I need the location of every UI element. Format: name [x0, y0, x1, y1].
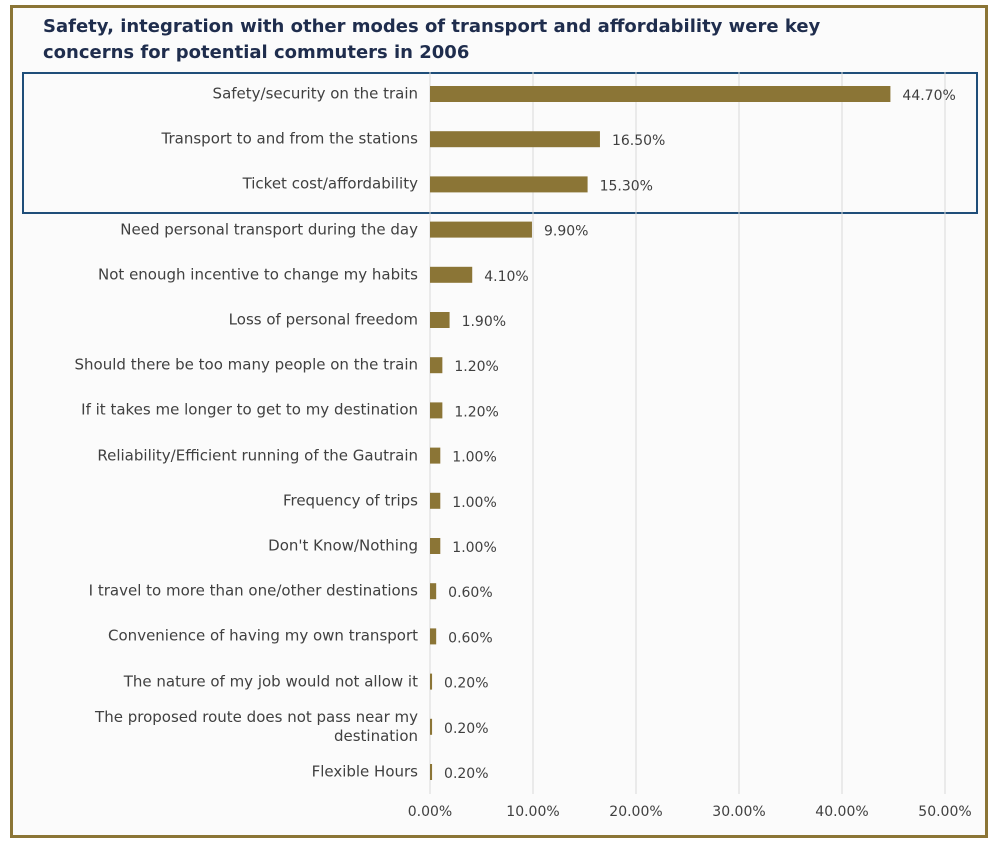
value-label: 1.90% [462, 314, 506, 330]
value-label: 16.50% [612, 133, 665, 149]
bar [430, 628, 437, 645]
category-label: Need personal transport during the day [120, 220, 418, 239]
bar [430, 492, 441, 509]
bar [430, 357, 443, 374]
category-label: Not enough incentive to change my habits [98, 265, 418, 284]
x-tick-label: 0.00% [408, 804, 452, 820]
chart-frame: 0.00% 10.00% 20.00% 30.00% 40.00% 50.00% 44.70… [10, 5, 988, 838]
category-label: Convenience of having my own transport [108, 626, 418, 645]
category-label: Don't Know/Nothing [268, 536, 418, 555]
x-tick-label: 40.00% [815, 804, 868, 820]
category-label: The proposed route does not pass near my… [95, 707, 418, 745]
bar [430, 764, 433, 780]
value-label: 1.20% [454, 359, 498, 375]
value-label: 44.70% [902, 88, 955, 104]
value-label: 1.00% [452, 540, 496, 556]
category-label: The nature of my job would not allow it [123, 672, 418, 691]
category-label: Ticket cost/affordability [242, 174, 418, 193]
value-label: 0.20% [444, 676, 488, 692]
bar [430, 221, 532, 238]
bar [430, 718, 433, 735]
value-label: 1.00% [452, 495, 496, 511]
bar [430, 538, 441, 554]
chart-title: Safety, integration with other modes of … [43, 16, 821, 63]
bar [430, 176, 588, 193]
category-label: Reliability/Efficient running of the Gau… [97, 446, 418, 465]
chart: 0.00% 10.00% 20.00% 30.00% 40.00% 50.00% 44.70… [22, 72, 978, 820]
highlight-box [22, 72, 978, 214]
x-tick-label: 30.00% [712, 804, 765, 820]
value-label: 1.20% [454, 404, 498, 420]
bar [430, 673, 433, 690]
category-label: Loss of personal freedom [228, 310, 418, 329]
value-label: 0.20% [444, 766, 488, 782]
bar [430, 312, 450, 328]
category-label: Transport to and from the stations [161, 129, 418, 148]
category-label: Safety/security on the train [212, 84, 418, 103]
value-label: 0.60% [448, 630, 492, 646]
category-label: I travel to more than one/other destinat… [88, 581, 418, 600]
x-tick-label: 50.00% [918, 804, 971, 820]
value-label: 15.30% [600, 178, 653, 194]
value-label: 0.60% [448, 585, 492, 601]
bar [430, 86, 891, 102]
value-label: 0.20% [444, 721, 488, 737]
bar [430, 266, 473, 283]
category-label: Should there be too many people on the t… [74, 355, 418, 374]
bar [430, 131, 600, 148]
bar [430, 402, 443, 419]
value-label: 9.90% [544, 224, 588, 240]
value-label: 4.10% [484, 269, 528, 285]
bar [430, 447, 441, 464]
category-label: Frequency of trips [282, 491, 418, 510]
category-label: If it takes me longer to get to my desti… [81, 400, 418, 419]
bar [430, 583, 437, 600]
x-tick-label: 10.00% [506, 804, 559, 820]
value-label: 1.00% [452, 450, 496, 466]
category-label: Flexible Hours [311, 762, 418, 781]
x-tick-label: 20.00% [609, 804, 662, 820]
